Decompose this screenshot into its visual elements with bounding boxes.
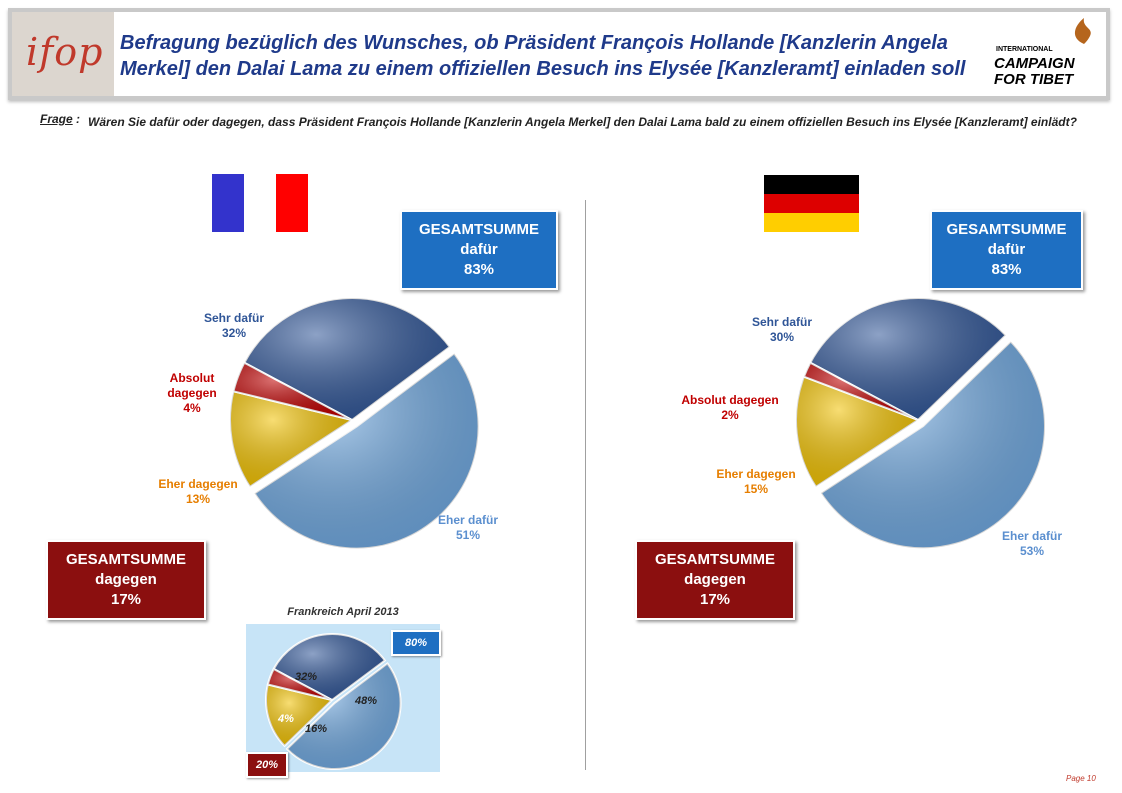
germany-pie-label-2-1: Eher dafür [1002, 529, 1062, 543]
france-total-for-line2: dafür [460, 241, 498, 258]
germany-flag-black [764, 175, 859, 194]
campaign-for-tibet-logo: INTERNATIONAL CAMPAIGN FOR TIBET [992, 16, 1108, 94]
flame-icon [1074, 18, 1091, 44]
germany-total-for-value: 83% [991, 261, 1022, 278]
france-pie-label-1-2: 32% [222, 326, 246, 340]
germany-pie-slice-shade-2 [820, 341, 1045, 549]
germany-pie-label-4-2: 2% [721, 408, 739, 422]
germany-pie-label-4-1: Absolut dagegen [681, 393, 778, 407]
germany-total-for-box: GESAMTSUMME dafür 83% [930, 210, 1083, 290]
germany-pie-label-2-2: 53% [1020, 544, 1044, 558]
germany-total-against-line1: GESAMTSUMME [655, 551, 775, 568]
inset-title: Frankreich April 2013 [287, 606, 399, 618]
germany-pie-label-1-1: Sehr dafür [752, 315, 812, 329]
inset-pie-label-4-1: 4% [277, 713, 294, 725]
france-pie-label-4-3: 4% [183, 401, 201, 415]
france-total-against-line2: dagegen [95, 571, 157, 588]
france-pie-label-2-2: 51% [456, 528, 480, 542]
france-total-for-line1: GESAMTSUMME [419, 221, 539, 238]
france-pie-label-4-1: Absolut [170, 371, 215, 385]
inset-total-for-box: 80% [391, 630, 441, 656]
ifop-logo: ifop [12, 12, 114, 96]
page-number: Page 10 [1066, 774, 1096, 783]
question-text: Wären Sie dafür oder dagegen, dass Präsi… [88, 115, 1077, 129]
france-total-for-box: GESAMTSUMME dafür 83% [400, 210, 558, 290]
germany-pie-label-3-1: Eher dagegen [716, 467, 795, 481]
germany-total-against-value: 17% [699, 591, 731, 608]
question-separator: : [76, 112, 81, 126]
france-total-against-line1: GESAMTSUMME [66, 551, 186, 568]
france-total-against-box: GESAMTSUMME dagegen 17% [46, 540, 206, 620]
france-total-for-value: 83% [463, 261, 495, 278]
inset-pie-label-1-1: 32% [295, 671, 317, 683]
france-pie-slice-shade-4 [233, 362, 352, 420]
inset-total-against-box: 20% [246, 752, 288, 778]
france-flag-white [244, 174, 276, 232]
germany-flag-gold [764, 213, 859, 232]
france-pie-slice-shade-2 [254, 353, 479, 549]
france-pie-label-4-2: dagegen [167, 386, 216, 400]
france-flag-red [276, 174, 308, 232]
inset-pie-slice-shade-3 [266, 684, 332, 746]
france-flag-blue [212, 174, 244, 232]
france-flag [212, 174, 308, 232]
germany-pie-label-1-2: 30% [770, 330, 794, 344]
inset-pie-chart: 32% 48% 16% 4% [265, 633, 402, 771]
ict-logo-big: CAMPAIGN FOR TIBET [994, 56, 1075, 88]
inset-pie-slice-shade-2 [287, 663, 401, 770]
germany-pie-slice-shade-1 [810, 298, 1006, 420]
france-total-against-value: 17% [110, 591, 142, 608]
question-label: Frage : [40, 112, 80, 126]
germany-total-for-line2: dafür [987, 241, 1026, 258]
germany-total-for-line1: GESAMTSUMME [946, 221, 1067, 238]
germany-total-against-line2: dagegen [684, 571, 746, 588]
header-banner: ifop Befragung bezüglich des Wunsches, o… [8, 8, 1110, 100]
ifop-logo-text: ifop [26, 30, 104, 74]
germany-pie-label-3-2: 15% [744, 482, 768, 496]
france-pie-label-1-1: Sehr dafür [204, 311, 264, 325]
france-pie-label-3-2: 13% [186, 492, 210, 506]
inset-pie-label-2-1: 48% [354, 695, 377, 707]
germany-pie-slice-shade-3 [796, 376, 918, 487]
column-divider [585, 200, 586, 770]
germany-total-against-box: GESAMTSUMME dagegen 17% [635, 540, 795, 620]
page-title: Befragung bezüglich des Wunsches, ob Prä… [120, 32, 966, 80]
france-pie-label-2-1: Eher dafür [438, 513, 498, 527]
ict-logo-small: INTERNATIONAL [996, 46, 1053, 53]
inset-pie-label-3-1: 16% [305, 723, 327, 735]
germany-pie-slice-shade-4 [803, 362, 918, 420]
question-label-text: Frage [40, 112, 73, 126]
germany-flag-red [764, 194, 859, 213]
germany-flag [764, 175, 859, 232]
ict-logo-line1: CAMPAIGN [994, 55, 1075, 72]
france-pie-slice-shade-3 [230, 391, 352, 487]
ict-logo-line2: FOR TIBET [994, 71, 1074, 88]
france-pie-label-3-1: Eher dagegen [158, 477, 237, 491]
inset-pie-slice-shade-4 [267, 669, 332, 700]
